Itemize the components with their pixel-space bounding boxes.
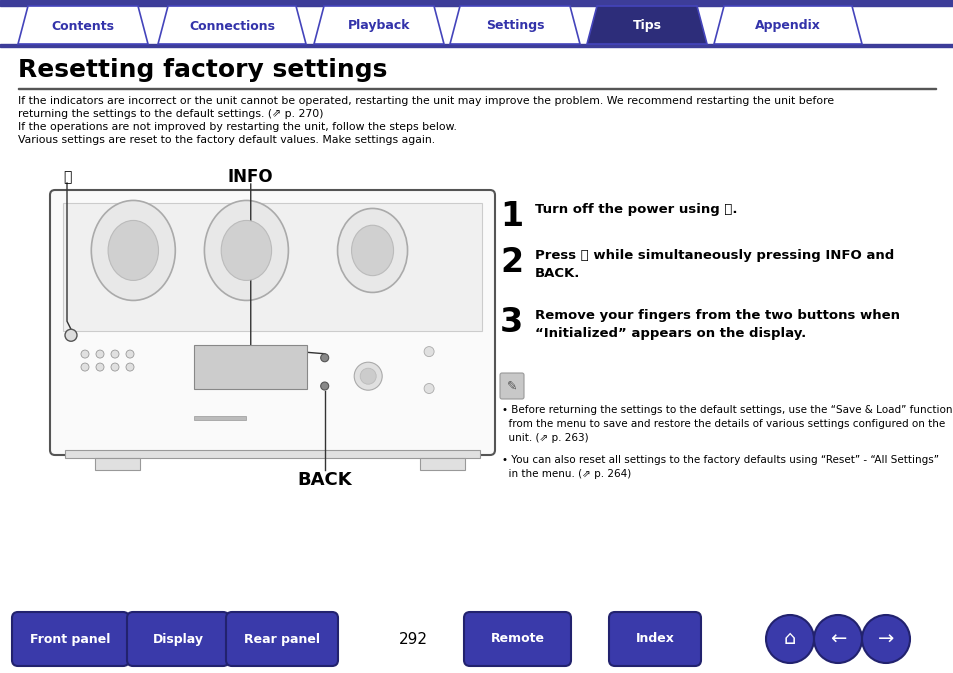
FancyBboxPatch shape [127,612,229,666]
Bar [63,203,481,331]
Text: ✎: ✎ [506,380,517,392]
Ellipse shape [108,221,158,281]
Polygon shape [713,6,862,44]
Text: Remote: Remote [490,633,544,645]
FancyBboxPatch shape [50,190,495,455]
Polygon shape [314,6,443,44]
FancyBboxPatch shape [499,373,523,399]
FancyBboxPatch shape [608,612,700,666]
Text: 292: 292 [398,631,427,647]
Text: Display: Display [152,633,203,645]
Circle shape [354,362,382,390]
Text: Front panel: Front panel [30,633,111,645]
Bar [65,450,479,458]
Text: Settings: Settings [485,20,543,32]
Circle shape [65,329,77,341]
Circle shape [81,350,89,358]
FancyBboxPatch shape [463,612,571,666]
Text: Index: Index [635,633,674,645]
Polygon shape [18,6,148,44]
Text: Playback: Playback [348,20,410,32]
Text: 3: 3 [499,306,522,339]
FancyBboxPatch shape [226,612,337,666]
Text: BACK: BACK [297,471,352,489]
Text: • Before returning the settings to the default settings, use the “Save & Load” f: • Before returning the settings to the d… [501,405,951,443]
Circle shape [424,347,434,357]
Bar [18,88,935,90]
Circle shape [765,615,813,663]
Text: 1: 1 [499,200,522,233]
Text: Turn off the power using ⏻.: Turn off the power using ⏻. [535,203,737,216]
Text: ←: ← [829,629,845,649]
Bar [0,0,953,6]
Polygon shape [158,6,306,44]
Text: Rear panel: Rear panel [244,633,319,645]
Text: • You can also reset all settings to the factory defaults using “Reset” - “All S: • You can also reset all settings to the… [501,455,938,479]
Text: If the indicators are incorrect or the unit cannot be operated, restarting the u: If the indicators are incorrect or the u… [18,96,833,106]
Bar [194,415,246,419]
Text: ⌂: ⌂ [783,629,796,649]
Text: INFO: INFO [228,168,274,186]
Circle shape [813,615,862,663]
Circle shape [111,350,119,358]
FancyBboxPatch shape [12,612,129,666]
Ellipse shape [352,225,394,276]
Circle shape [862,615,909,663]
Text: Resetting factory settings: Resetting factory settings [18,58,387,82]
Bar [194,345,307,388]
Ellipse shape [221,221,272,281]
Text: Tips: Tips [632,20,660,32]
Text: Contents: Contents [51,20,114,32]
Bar [0,44,953,47]
Circle shape [81,363,89,371]
Polygon shape [586,6,706,44]
Ellipse shape [204,201,288,300]
Text: →: → [877,629,893,649]
Text: Appendix: Appendix [754,20,821,32]
Ellipse shape [337,209,407,293]
Circle shape [126,350,133,358]
Circle shape [111,363,119,371]
Text: Various settings are reset to the factory default values. Make settings again.: Various settings are reset to the factor… [18,135,435,145]
Ellipse shape [91,201,175,300]
Circle shape [320,354,329,362]
Text: returning the settings to the default settings. (⇗ p. 270): returning the settings to the default se… [18,109,323,119]
Circle shape [320,382,329,390]
Text: If the operations are not improved by restarting the unit, follow the steps belo: If the operations are not improved by re… [18,122,456,132]
Text: Press ⏻ while simultaneously pressing INFO and
BACK.: Press ⏻ while simultaneously pressing IN… [535,249,893,280]
Text: 2: 2 [499,246,522,279]
Circle shape [96,363,104,371]
Circle shape [424,384,434,394]
Bar [95,458,140,470]
Text: Remove your fingers from the two buttons when
“Initialized” appears on the displ: Remove your fingers from the two buttons… [535,309,899,340]
Text: Connections: Connections [189,20,274,32]
Polygon shape [450,6,579,44]
Circle shape [126,363,133,371]
Circle shape [96,350,104,358]
Bar [419,458,464,470]
Text: ⏻: ⏻ [63,170,71,184]
Circle shape [360,368,375,384]
